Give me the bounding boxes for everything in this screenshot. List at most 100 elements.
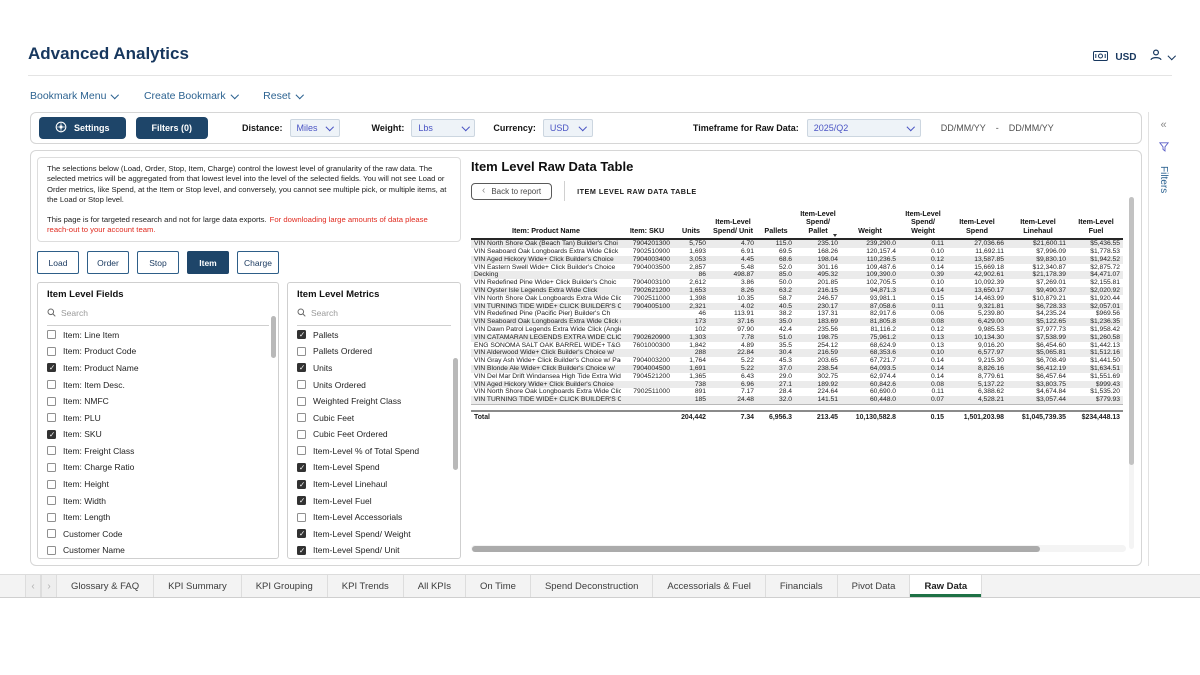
checkbox[interactable] <box>47 380 56 390</box>
checkbox[interactable] <box>47 429 56 439</box>
fields-search[interactable]: Search <box>47 300 269 327</box>
checkbox[interactable] <box>47 330 56 340</box>
metric-item-units[interactable]: Units <box>297 360 451 377</box>
checkbox[interactable] <box>47 413 56 423</box>
checkbox[interactable] <box>47 462 56 472</box>
tab-financials[interactable]: Financials <box>766 575 838 597</box>
filters-rail-label[interactable]: Filters <box>1158 166 1169 194</box>
checkbox[interactable] <box>297 396 306 406</box>
column-header-item-level-linehaul[interactable]: Item-Level Linehaul <box>1007 209 1069 241</box>
fields-scrollbar[interactable] <box>271 316 276 359</box>
column-header-weight[interactable]: Weight <box>841 209 899 241</box>
column-header-item-level-spend[interactable]: Item-Level Spend <box>947 209 1007 241</box>
collapse-panel-icon[interactable]: « <box>1160 119 1167 131</box>
tab-scroll-left[interactable]: ‹ <box>25 575 41 597</box>
user-icon[interactable] <box>1149 48 1162 66</box>
metric-item-weighted-freight-class[interactable]: Weighted Freight Class <box>297 393 451 410</box>
tab-kpi-trends[interactable]: KPI Trends <box>328 575 404 597</box>
metric-item-cubic-feet[interactable]: Cubic Feet <box>297 409 451 426</box>
tab-glossary-faq[interactable]: Glossary & FAQ <box>57 575 155 597</box>
horizontal-scrollbar[interactable] <box>471 545 1126 552</box>
checkbox[interactable] <box>47 545 56 555</box>
level-button-load[interactable]: Load <box>37 251 79 275</box>
checkbox[interactable] <box>47 479 56 489</box>
field-item-item-item-desc[interactable]: Item: Item Desc. <box>47 376 269 393</box>
metric-item-cubic-feet-ordered[interactable]: Cubic Feet Ordered <box>297 426 451 443</box>
field-item-item-height[interactable]: Item: Height <box>47 476 269 493</box>
metric-item-item-level-fuel[interactable]: Item-Level Fuel <box>297 492 451 509</box>
reset-menu[interactable]: Reset <box>263 90 304 102</box>
field-item-customer-name[interactable]: Customer Name <box>47 542 269 558</box>
field-item-customer-code[interactable]: Customer Code <box>47 526 269 543</box>
metric-item-item-level-accessorials[interactable]: Item-Level Accessorials <box>297 509 451 526</box>
bookmark-menu[interactable]: Bookmark Menu <box>30 90 120 102</box>
currency-select[interactable]: USD <box>542 119 593 137</box>
checkbox[interactable] <box>297 545 306 555</box>
level-button-order[interactable]: Order <box>87 251 129 275</box>
metric-item-units-ordered[interactable]: Units Ordered <box>297 376 451 393</box>
vertical-scroll-thumb[interactable] <box>1129 197 1134 465</box>
field-item-item-sku[interactable]: Item: SKU <box>47 426 269 443</box>
horizontal-scroll-thumb[interactable] <box>472 545 1040 552</box>
field-item-item-line-item[interactable]: Item: Line Item <box>47 326 269 343</box>
checkbox[interactable] <box>297 446 306 456</box>
column-header-units[interactable]: Units <box>673 209 709 241</box>
field-item-item-plu[interactable]: Item: PLU <box>47 409 269 426</box>
tab-scroll-right[interactable]: › <box>41 575 57 597</box>
column-header-item-sku[interactable]: Item: SKU <box>621 209 673 241</box>
checkbox[interactable] <box>297 363 306 373</box>
tab-kpi-summary[interactable]: KPI Summary <box>154 575 242 597</box>
tab-accessorials-fuel[interactable]: Accessorials & Fuel <box>653 575 766 597</box>
metrics-search-input[interactable]: Search <box>311 308 338 319</box>
tab-all-kpis[interactable]: All KPIs <box>404 575 467 597</box>
checkbox[interactable] <box>297 429 306 439</box>
filters-button[interactable]: Filters (0) <box>135 117 209 139</box>
tab-raw-data[interactable]: Raw Data <box>910 575 983 597</box>
checkbox[interactable] <box>297 380 306 390</box>
date-to-field[interactable]: DD/MM/YY <box>1008 123 1054 133</box>
column-header-item-level-spend-pallet[interactable]: Item-Level Spend/ Pallet <box>795 209 841 241</box>
back-to-report-button[interactable]: ‹ Back to report <box>471 182 553 200</box>
metric-item-pallets[interactable]: Pallets <box>297 326 451 343</box>
checkbox[interactable] <box>297 330 306 340</box>
settings-button[interactable]: Settings <box>39 117 126 139</box>
column-header-item-level-fuel[interactable]: Item-Level Fuel <box>1069 209 1123 241</box>
field-item-item-width[interactable]: Item: Width <box>47 492 269 509</box>
metrics-scrollbar[interactable] <box>453 358 458 471</box>
checkbox[interactable] <box>47 396 56 406</box>
tab-kpi-grouping[interactable]: KPI Grouping <box>242 575 328 597</box>
create-bookmark[interactable]: Create Bookmark <box>144 90 239 102</box>
checkbox[interactable] <box>297 512 306 522</box>
checkbox[interactable] <box>47 446 56 456</box>
metric-item-item-level-spend-weight[interactable]: Item-Level Spend/ Weight <box>297 526 451 543</box>
field-item-item-product-name[interactable]: Item: Product Name <box>47 360 269 377</box>
distance-select[interactable]: Miles <box>289 119 340 137</box>
chevron-down-icon[interactable] <box>1167 52 1176 60</box>
checkbox[interactable] <box>297 496 306 506</box>
level-button-item[interactable]: Item <box>187 251 229 275</box>
checkbox[interactable] <box>297 413 306 423</box>
weight-select[interactable]: Lbs <box>411 119 476 137</box>
field-item-item-nmfc[interactable]: Item: NMFC <box>47 393 269 410</box>
field-item-item-length[interactable]: Item: Length <box>47 509 269 526</box>
level-button-stop[interactable]: Stop <box>137 251 179 275</box>
timeframe-select[interactable]: 2025/Q2 <box>806 119 921 137</box>
checkbox[interactable] <box>297 462 306 472</box>
metrics-search[interactable]: Search <box>297 300 451 327</box>
fields-search-input[interactable]: Search <box>61 308 88 319</box>
checkbox[interactable] <box>47 496 56 506</box>
metric-item-item-level-spend-unit[interactable]: Item-Level Spend/ Unit <box>297 542 451 558</box>
column-header-item-level-spend-weight[interactable]: Item-Level Spend/ Weight <box>899 209 947 241</box>
checkbox[interactable] <box>297 346 306 356</box>
field-item-item-product-code[interactable]: Item: Product Code <box>47 343 269 360</box>
checkbox[interactable] <box>297 529 306 539</box>
checkbox[interactable] <box>47 363 56 373</box>
column-header-pallets[interactable]: Pallets <box>757 209 795 241</box>
checkbox[interactable] <box>297 479 306 489</box>
field-item-item-charge-ratio[interactable]: Item: Charge Ratio <box>47 459 269 476</box>
date-from-field[interactable]: DD/MM/YY <box>940 123 986 133</box>
tab-on-time[interactable]: On Time <box>466 575 531 597</box>
checkbox[interactable] <box>47 529 56 539</box>
vertical-scrollbar[interactable] <box>1129 197 1134 549</box>
metric-item-item-level-linehaul[interactable]: Item-Level Linehaul <box>297 476 451 493</box>
